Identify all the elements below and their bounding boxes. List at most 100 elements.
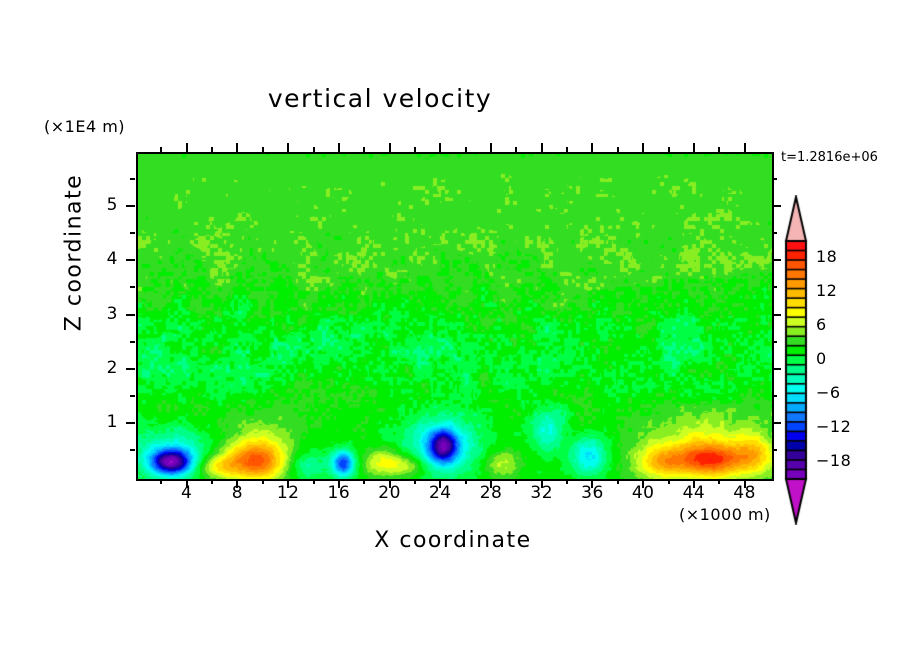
y-axis-tick-right: [772, 205, 781, 208]
page-title: vertical velocity: [267, 84, 493, 113]
x-axis-minor-tick-top: [211, 147, 214, 152]
y-axis-tick: [126, 313, 135, 316]
y-axis-tick: [126, 205, 135, 208]
colorbar-tick-label: 6: [816, 315, 827, 334]
x-axis-tick-top: [692, 143, 695, 152]
x-axis-title: X coordinate: [374, 528, 532, 553]
x-axis-tick-top: [287, 143, 290, 152]
x-axis-tick-top: [642, 143, 645, 152]
y-axis-minor-tick: [130, 394, 135, 397]
colorbar-tick-label: 0: [816, 349, 827, 368]
colorbar-tick-label: −18: [816, 451, 852, 470]
x-axis-minor-tick-top: [616, 147, 619, 152]
y-axis-tick: [126, 367, 135, 370]
x-axis-tick: [490, 479, 493, 488]
x-axis-tick: [591, 479, 594, 488]
y-axis-tick: [126, 259, 135, 262]
x-axis-minor-tick-top: [312, 147, 315, 152]
y-axis-tick-label: 3: [106, 303, 118, 324]
y-axis-title: Z coordinate: [61, 173, 87, 332]
x-axis-tick-top: [490, 143, 493, 152]
colorbar-tick-label: −6: [816, 383, 841, 402]
y-axis-minor-tick: [130, 286, 135, 289]
y-axis-tick-right: [772, 421, 781, 424]
y-axis-tick-label: 2: [106, 357, 118, 378]
y-axis-minor-tick: [130, 178, 135, 181]
y-axis-tick-label: 4: [106, 249, 118, 270]
x-axis-minor-tick-top: [261, 147, 264, 152]
x-axis-tick-top: [591, 143, 594, 152]
x-axis-minor-tick: [211, 479, 214, 484]
y-axis-minor-tick-right: [772, 448, 777, 451]
x-axis-tick-label: 36: [581, 483, 604, 503]
y-axis-tick: [126, 421, 135, 424]
x-axis-tick-label: 44: [682, 483, 706, 503]
x-axis-tick: [439, 479, 442, 488]
x-axis-tick-top: [743, 143, 746, 152]
y-axis-tick-label: 5: [106, 195, 118, 216]
y-axis-tick-right: [772, 313, 781, 316]
colorbar-tick-label: 12: [816, 281, 838, 300]
z-axis-unit-label: (×1E4 m): [44, 117, 126, 136]
colorbar: [778, 195, 814, 525]
x-axis-tick-top: [236, 143, 239, 152]
x-axis-tick-top: [337, 143, 340, 152]
x-axis-minor-tick: [667, 479, 670, 484]
x-axis-tick-top: [540, 143, 543, 152]
x-axis-minor-tick: [616, 479, 619, 484]
x-axis-minor-tick: [718, 479, 721, 484]
x-axis-tick-top: [388, 143, 391, 152]
x-axis-tick-label: 8: [231, 483, 244, 503]
x-axis-minor-tick-top: [464, 147, 467, 152]
y-axis-tick-label: 1: [106, 411, 118, 432]
x-axis-unit-label: (×1000 m): [679, 505, 771, 524]
x-axis-tick: [236, 479, 239, 488]
x-axis-tick-label: 16: [327, 483, 351, 503]
y-axis-minor-tick-right: [772, 286, 777, 289]
x-axis-tick-label: 40: [631, 483, 655, 503]
time-stamp-annotation: t=1.2816e+06: [781, 150, 878, 165]
x-axis-minor-tick-top: [363, 147, 366, 152]
x-axis-minor-tick: [312, 479, 315, 484]
x-axis-tick-label: 4: [181, 483, 193, 503]
x-axis-tick-label: 20: [378, 483, 401, 503]
vertical-velocity-contour-field: [138, 154, 772, 479]
colorbar-tick-label: −12: [816, 417, 852, 436]
x-axis-minor-tick: [160, 479, 163, 484]
x-axis-minor-tick: [363, 479, 366, 484]
colorbar-tick-label: 18: [816, 247, 838, 266]
x-axis-tick-top: [185, 143, 188, 152]
x-axis-tick-top: [439, 143, 442, 152]
x-axis-tick: [388, 479, 391, 488]
colorbar-gradient: [778, 195, 814, 525]
y-axis-minor-tick-right: [772, 394, 777, 397]
x-axis-minor-tick: [464, 479, 467, 484]
x-axis-tick-label: 24: [428, 483, 452, 503]
y-axis-minor-tick: [130, 340, 135, 343]
x-axis-minor-tick: [413, 479, 416, 484]
x-axis-tick-label: 28: [479, 483, 503, 503]
x-axis-minor-tick: [566, 479, 569, 484]
x-axis-minor-tick: [515, 479, 518, 484]
y-axis-minor-tick-right: [772, 178, 777, 181]
x-axis-minor-tick-top: [718, 147, 721, 152]
x-axis-tick: [185, 479, 188, 488]
x-axis-minor-tick-top: [667, 147, 670, 152]
x-axis-minor-tick-top: [566, 147, 569, 152]
x-axis-tick: [743, 479, 746, 488]
x-axis-tick: [642, 479, 645, 488]
x-axis-tick: [337, 479, 340, 488]
contour-plot-frame: [136, 152, 774, 481]
x-axis-tick: [540, 479, 543, 488]
x-axis-tick: [692, 479, 695, 488]
x-axis-minor-tick-top: [515, 147, 518, 152]
x-axis-minor-tick-top: [160, 147, 163, 152]
y-axis-minor-tick: [130, 232, 135, 235]
x-axis-tick-label: 32: [530, 483, 554, 503]
y-axis-minor-tick-right: [772, 232, 777, 235]
x-axis-tick-label: 12: [276, 483, 300, 503]
y-axis-minor-tick: [130, 448, 135, 451]
x-axis-tick-label: 48: [733, 483, 756, 503]
x-axis-minor-tick-top: [413, 147, 416, 152]
x-axis-tick: [287, 479, 290, 488]
